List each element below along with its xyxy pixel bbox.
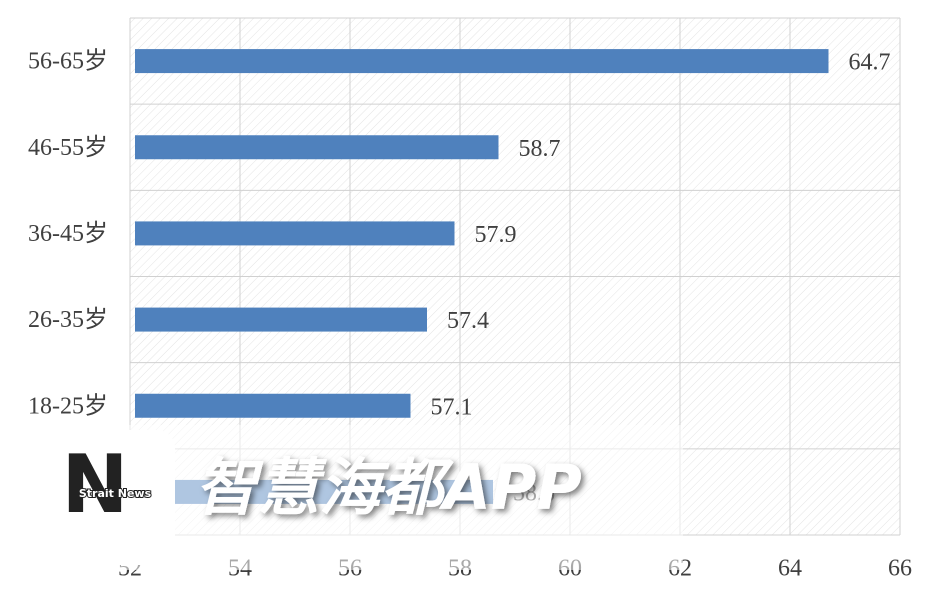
value-label: 64.7 bbox=[849, 50, 891, 76]
bar bbox=[135, 307, 427, 332]
bar bbox=[135, 221, 455, 246]
y-tick-label: 56-65岁 bbox=[28, 48, 108, 75]
bar bbox=[135, 49, 829, 74]
x-tick-label: 64 bbox=[778, 556, 802, 582]
y-tick-label: 26-35岁 bbox=[28, 306, 108, 333]
value-label: 57.1 bbox=[431, 394, 473, 420]
y-tick-label: 46-55岁 bbox=[28, 134, 108, 161]
bar bbox=[135, 393, 411, 418]
bar bbox=[135, 135, 499, 160]
value-label: 57.4 bbox=[447, 308, 489, 334]
watermark-logo bbox=[40, 430, 175, 565]
logo-text: Strait News bbox=[79, 487, 152, 500]
watermark-text: 智慧海都APP bbox=[195, 451, 582, 524]
value-label: 58.7 bbox=[519, 136, 561, 162]
x-tick-label: 66 bbox=[888, 556, 912, 582]
y-tick-label: 36-45岁 bbox=[28, 220, 108, 247]
logo-letter: N bbox=[62, 438, 129, 531]
watermark: N Strait News 智慧海都APP bbox=[28, 425, 683, 570]
value-label: 57.9 bbox=[475, 222, 517, 248]
y-tick-label: 18-25岁 bbox=[28, 392, 108, 419]
